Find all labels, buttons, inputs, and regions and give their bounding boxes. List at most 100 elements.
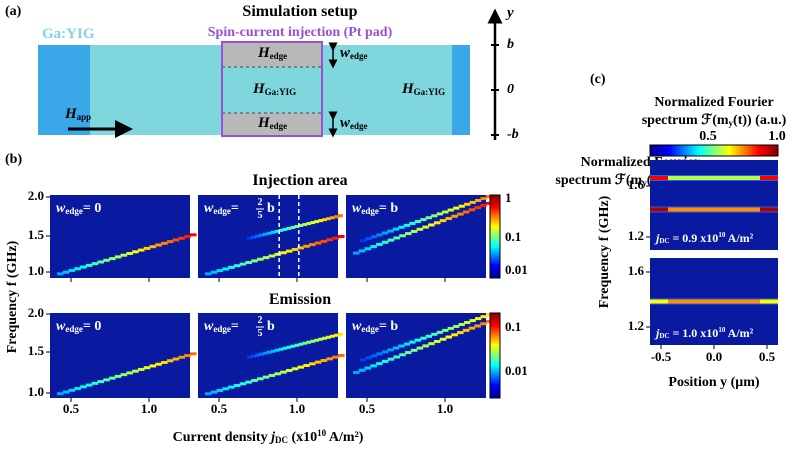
spectrum-cell: [298, 342, 304, 346]
label: Current density jDC (x1010 A/m²): [173, 428, 364, 445]
spectrum-cell: [282, 346, 288, 350]
spectrum-cell: [210, 270, 218, 274]
spectrum-cell: [62, 390, 70, 394]
spectrum-cell: [431, 332, 438, 336]
label: 0.5: [211, 401, 228, 416]
spectrum-cell: [306, 340, 312, 344]
text-part: w: [352, 319, 362, 334]
label: HGa:YIG: [252, 81, 296, 97]
spectrum-cell: [251, 378, 258, 382]
label: Position y (μm): [668, 375, 759, 390]
mode: [668, 207, 760, 212]
spectrum-cell: [360, 358, 367, 362]
text-part: w: [340, 115, 351, 131]
text-part: Injection area: [252, 172, 347, 189]
label: Simulation setup: [242, 3, 357, 20]
spectrum-cell: [458, 322, 465, 326]
heatmap: [346, 313, 486, 398]
spectrum-cell: [222, 387, 229, 391]
label: wedge= 0: [56, 319, 101, 334]
spectrum-cell: [365, 237, 372, 241]
label: (c): [590, 72, 606, 87]
text-part: edge: [65, 324, 83, 334]
spectrum-cell: [205, 272, 212, 276]
spectrum-cell: [457, 212, 464, 216]
text-part: Current density: [173, 430, 272, 445]
text-part: edge: [350, 51, 368, 61]
spectrum-cell: [97, 260, 105, 264]
spectrum-cell: [262, 232, 268, 236]
text-part: j: [269, 430, 275, 445]
spectrum-cell: [166, 359, 174, 363]
spectrum-cell: [258, 233, 264, 237]
spectrum-cell: [447, 326, 454, 330]
label: wedge= b: [352, 201, 398, 216]
label: 1.0: [289, 401, 305, 416]
label: Normalized Fourier: [654, 95, 773, 110]
spectrum-cell: [74, 267, 81, 271]
spectrum-cell: [298, 223, 304, 227]
label: Injection area: [252, 172, 347, 189]
text-part: w: [56, 201, 66, 216]
mode: [668, 176, 760, 180]
text-part: = b: [379, 201, 398, 216]
text-part: -b: [507, 127, 519, 142]
text-part: (a): [5, 4, 22, 19]
spectrum-cell: [172, 357, 180, 361]
spectrum-cell: [68, 268, 76, 272]
label: HGa:YIG: [401, 81, 445, 97]
text-part: (t)) (a.u.): [733, 113, 787, 128]
spectrum-cell: [381, 350, 389, 354]
text-part: DC: [275, 435, 288, 445]
spectrum-cell: [306, 222, 312, 226]
spectrum-cell: [376, 233, 383, 237]
spectrum-cell: [322, 336, 327, 340]
text-part: 1.0: [768, 129, 786, 144]
label: 1.6: [628, 263, 645, 278]
text-part: 1.0: [28, 384, 44, 399]
spectrum-cell: [370, 235, 378, 239]
spectrum-cell: [266, 231, 272, 235]
spectrum-cell: [405, 232, 412, 236]
spectrum-cell: [137, 248, 145, 252]
spectrum-cell: [436, 212, 443, 216]
spectrum-cell: [370, 245, 377, 249]
label: 0.1: [505, 319, 521, 334]
spectrum-cell: [416, 227, 424, 231]
spectrum-cell: [451, 214, 458, 218]
spectrum-cell: [294, 224, 300, 228]
spectrum-cell: [358, 368, 366, 372]
text-part: b: [507, 37, 514, 52]
spectrum-cell: [254, 234, 260, 238]
text-part: = 0: [83, 319, 101, 334]
text-part: 1.0: [28, 263, 44, 278]
spectrum-cell: [376, 352, 383, 356]
spectrum-cell: [334, 215, 339, 219]
text-part: b: [267, 319, 275, 334]
spectrum-cell: [381, 240, 389, 244]
spectrum-cell: [409, 340, 416, 344]
spectrum-cell: [445, 335, 453, 339]
text-part: edge: [270, 121, 288, 131]
text-part: y: [642, 178, 647, 188]
label: 0.0: [706, 349, 722, 364]
text-part: H: [252, 81, 266, 97]
text-part: 0.5: [211, 401, 228, 416]
text-part: 0: [507, 82, 514, 97]
text-part: j: [654, 231, 660, 245]
spectrum-cell: [387, 229, 394, 233]
spectrum-cell: [126, 251, 133, 255]
spectrum-cell: [294, 343, 300, 347]
spectrum-cell: [416, 346, 424, 350]
text-part: w: [204, 319, 214, 334]
label: Emission: [269, 291, 331, 308]
text-part: 1.6: [628, 263, 645, 278]
spectrum-cell: [109, 376, 116, 380]
spectrum-cell: [291, 247, 299, 251]
text-part: Frequency f (GHz): [597, 195, 612, 308]
spectrum-cell: [114, 374, 122, 378]
text-part: 10: [718, 326, 726, 334]
spectrum-cell: [155, 362, 162, 366]
spectrum-cell: [222, 267, 229, 271]
text-part: w: [352, 201, 362, 216]
